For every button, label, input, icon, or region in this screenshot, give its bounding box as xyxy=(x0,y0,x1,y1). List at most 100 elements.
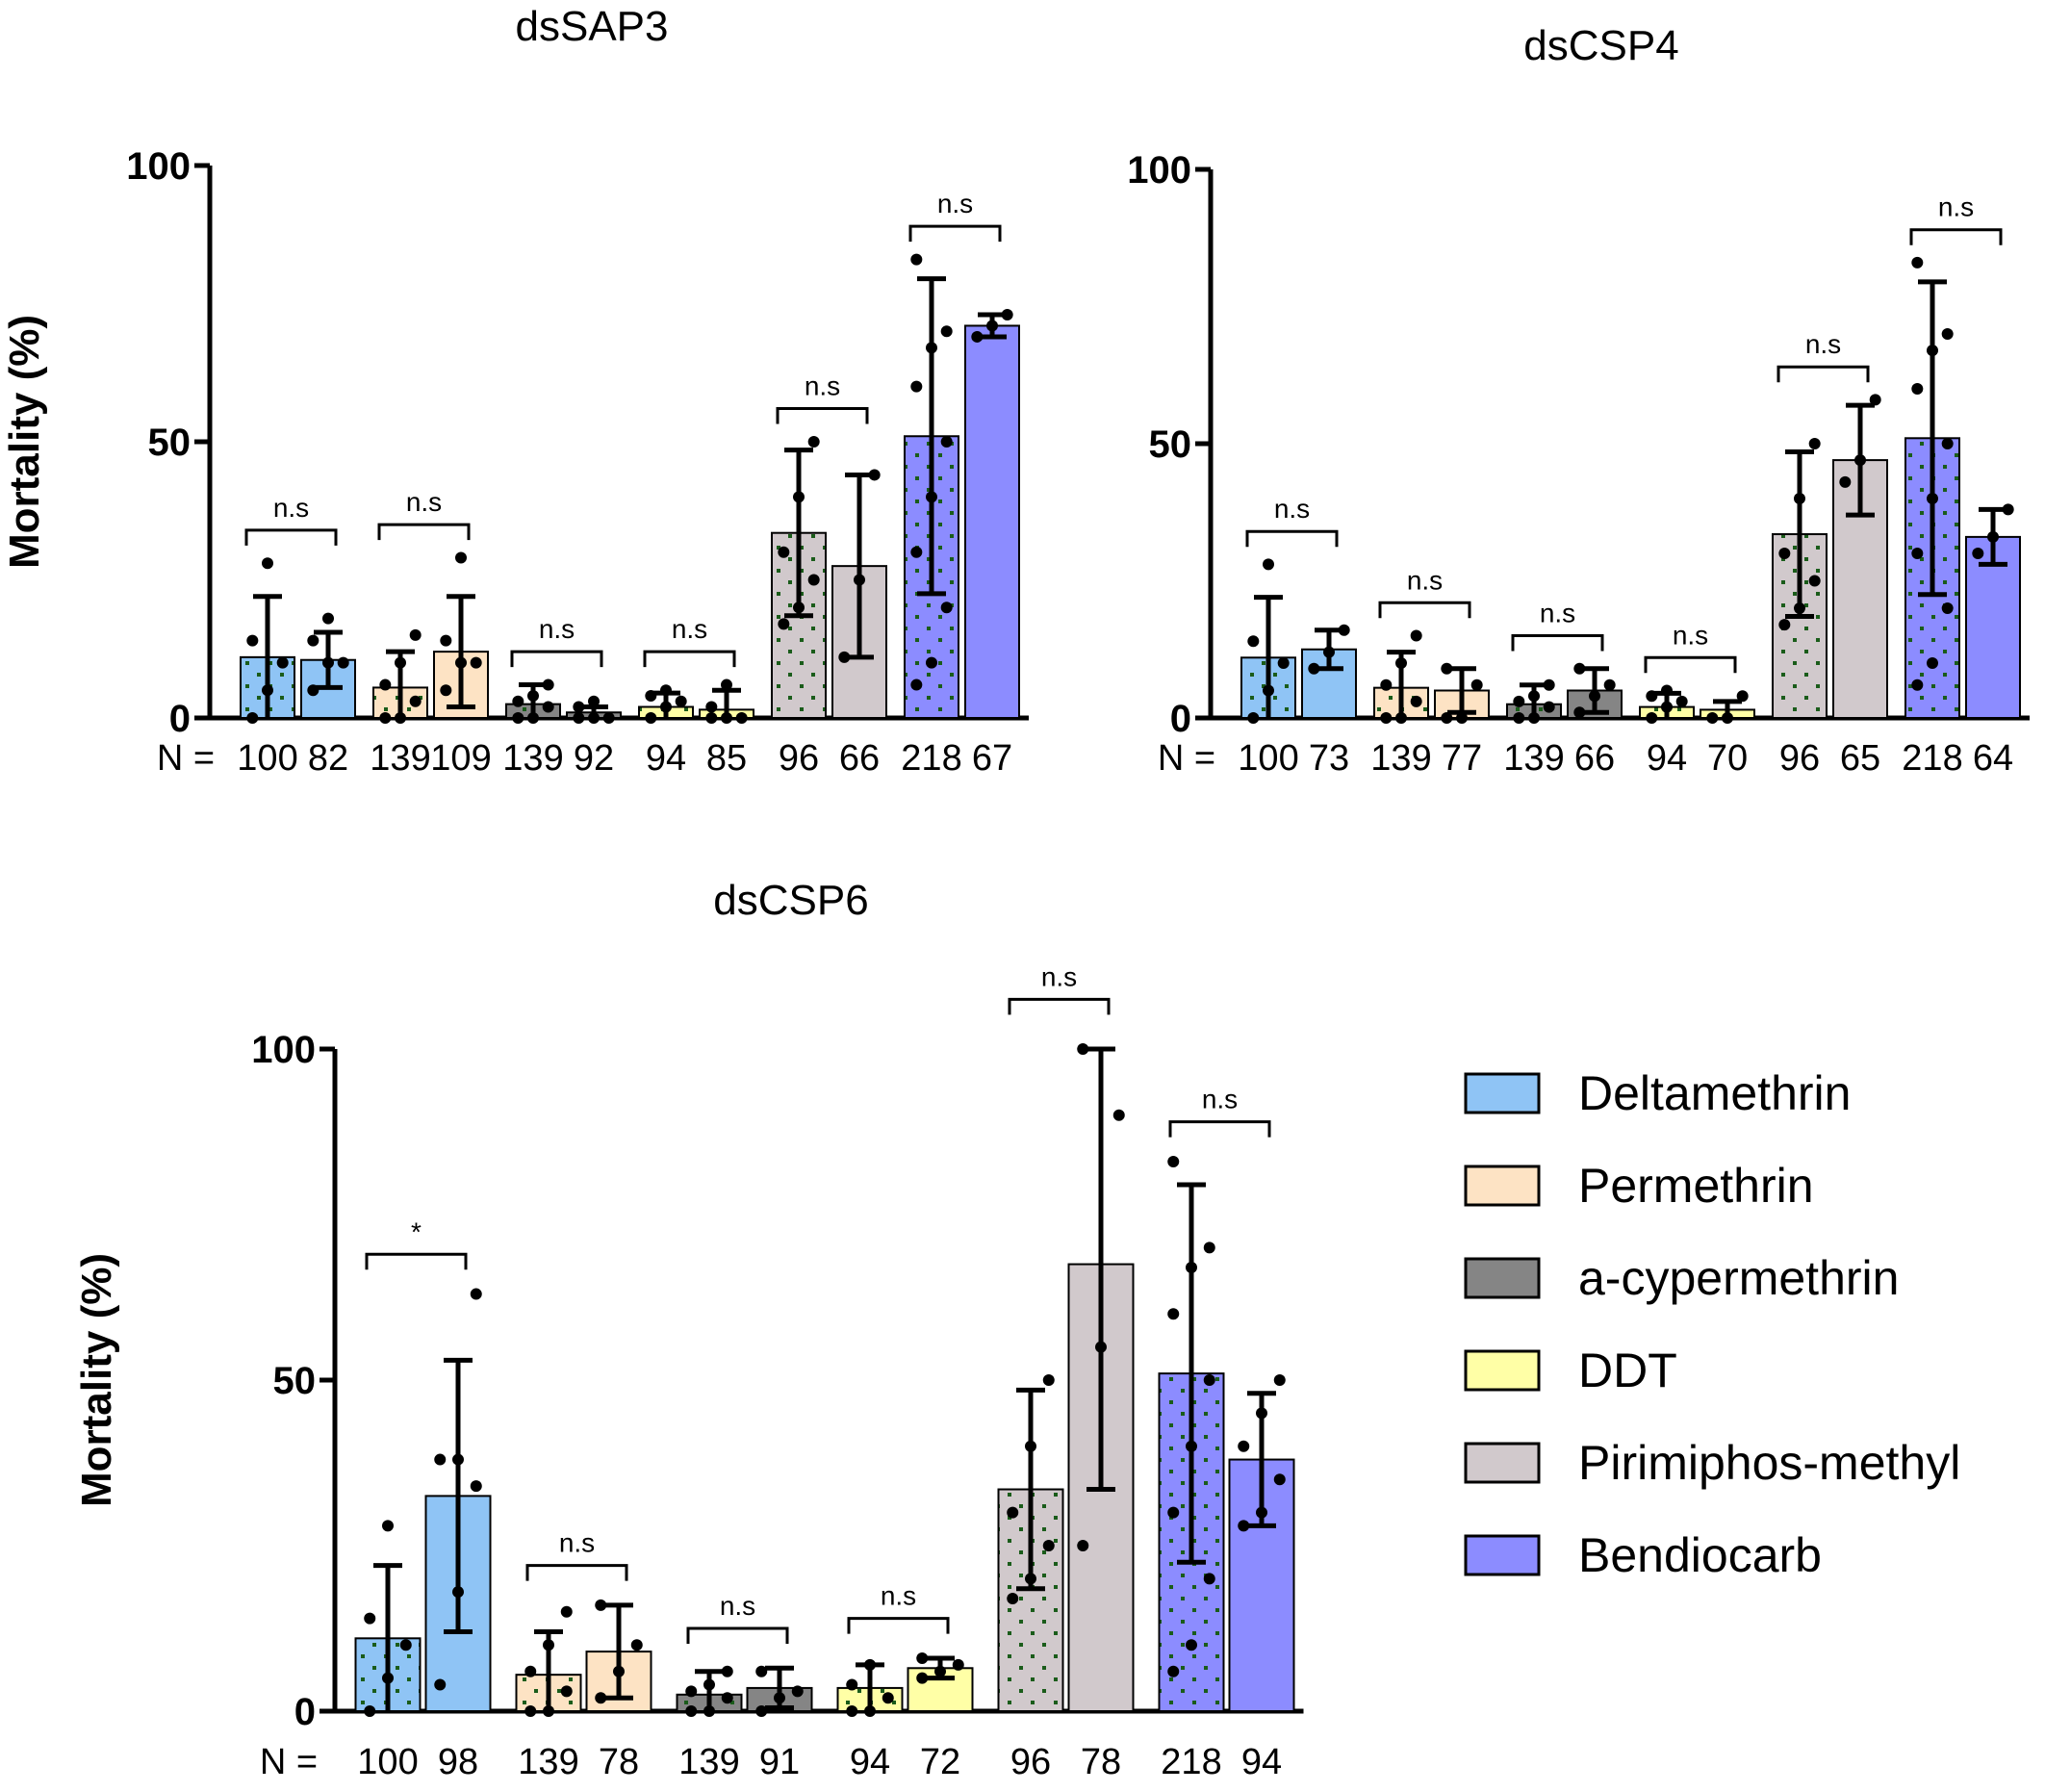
data-point xyxy=(868,469,881,481)
data-point xyxy=(952,1658,964,1671)
data-point xyxy=(262,557,273,570)
significance-bracket xyxy=(1168,1120,1271,1138)
data-point xyxy=(1441,662,1453,675)
data-point xyxy=(434,1453,447,1466)
significance-label: n.s xyxy=(1407,565,1443,595)
data-point xyxy=(307,634,320,647)
data-point xyxy=(1941,328,1954,340)
data-point xyxy=(395,712,406,724)
n-value: 139 xyxy=(502,738,563,779)
data-point xyxy=(1186,1639,1197,1651)
data-point xyxy=(455,551,467,564)
data-point xyxy=(1380,678,1393,691)
y-tick-label: 0 xyxy=(169,698,191,740)
significance-bracket xyxy=(1378,601,1471,619)
data-point xyxy=(434,1678,447,1691)
data-point xyxy=(1646,690,1658,703)
data-point xyxy=(588,695,600,707)
chart-title: dsSAP3 xyxy=(516,3,669,50)
y-tick-label: 0 xyxy=(294,1691,316,1733)
data-point xyxy=(645,690,657,703)
legend-label: Pirimiphos-methyl xyxy=(1578,1436,1960,1490)
data-point xyxy=(1273,1473,1286,1486)
data-point xyxy=(573,712,585,724)
data-point xyxy=(1263,684,1274,697)
significance-label: n.s xyxy=(672,614,707,644)
significance-label: n.s xyxy=(1041,961,1077,991)
legend-swatch-Deltamethrin xyxy=(1464,1072,1541,1114)
data-point xyxy=(660,684,672,697)
y-axis-label: Mortality (%) xyxy=(73,1253,120,1507)
n-value: 94 xyxy=(850,1742,890,1782)
data-point xyxy=(409,695,422,707)
data-point xyxy=(1186,1440,1197,1452)
data-point xyxy=(910,380,923,393)
data-point xyxy=(543,1639,554,1651)
data-point xyxy=(588,712,600,724)
data-point xyxy=(452,1586,464,1599)
significance-bracket xyxy=(377,523,471,541)
data-point xyxy=(1203,1573,1215,1585)
data-point xyxy=(1256,1407,1267,1420)
data-point xyxy=(1167,1506,1180,1519)
data-point xyxy=(854,574,865,586)
data-point xyxy=(409,628,422,641)
y-tick-label: 100 xyxy=(251,1029,316,1071)
data-point xyxy=(755,1705,768,1717)
data-point xyxy=(721,678,732,691)
data-point xyxy=(1972,548,1984,559)
n-value: 70 xyxy=(1707,738,1748,779)
significance-label: n.s xyxy=(1805,329,1841,359)
data-point xyxy=(1573,662,1586,675)
data-point xyxy=(1911,548,1924,559)
data-point xyxy=(721,712,732,724)
significance-bracket xyxy=(1777,365,1870,383)
data-point xyxy=(1167,1665,1180,1677)
data-point xyxy=(846,1705,858,1717)
significance-label: n.s xyxy=(539,614,575,644)
significance-bracket xyxy=(525,1564,628,1581)
significance-label: n.s xyxy=(881,1581,916,1611)
data-point xyxy=(1308,662,1320,675)
data-point xyxy=(778,618,790,630)
data-point xyxy=(778,546,790,558)
data-point xyxy=(560,1685,573,1698)
n-value: 100 xyxy=(237,738,297,779)
significance-bracket xyxy=(244,528,338,546)
data-point xyxy=(940,602,953,614)
data-point xyxy=(455,656,467,669)
significance-label: n.s xyxy=(1938,192,1974,222)
legend-swatch-Permethrin xyxy=(1464,1165,1541,1207)
data-point xyxy=(1736,690,1749,703)
legend: Deltamethrin Permethrin a-cypermethrin DDT P… xyxy=(1464,1066,1960,1582)
significance-label: n.s xyxy=(1274,494,1310,524)
data-point xyxy=(1661,701,1673,713)
data-point xyxy=(916,1651,929,1664)
n-value: 109 xyxy=(430,738,491,779)
significance-label: n.s xyxy=(1202,1085,1238,1114)
significance-bracket xyxy=(847,1617,950,1634)
n-value: 218 xyxy=(1161,1742,1221,1782)
data-point xyxy=(793,602,805,614)
bar-Bendiocarb-treated xyxy=(1965,535,2021,720)
data-point xyxy=(1167,1308,1180,1320)
data-point xyxy=(1007,1593,1019,1605)
data-point xyxy=(1077,1540,1089,1551)
n-value: 72 xyxy=(920,1742,960,1782)
significance-label: n.s xyxy=(1673,620,1708,650)
data-point xyxy=(926,656,937,669)
data-point xyxy=(379,678,392,691)
data-point xyxy=(774,1692,785,1704)
n-value: 94 xyxy=(1241,1742,1282,1782)
significance-bracket xyxy=(510,650,603,668)
data-point xyxy=(1470,678,1483,691)
data-point xyxy=(364,1705,376,1717)
data-point xyxy=(1513,712,1525,724)
data-point xyxy=(1911,383,1924,395)
data-point xyxy=(910,546,923,558)
data-point xyxy=(926,491,937,503)
data-point xyxy=(1543,678,1555,691)
legend-label: DDT xyxy=(1578,1344,1677,1397)
data-point xyxy=(440,684,452,697)
n-value: 66 xyxy=(839,738,880,779)
